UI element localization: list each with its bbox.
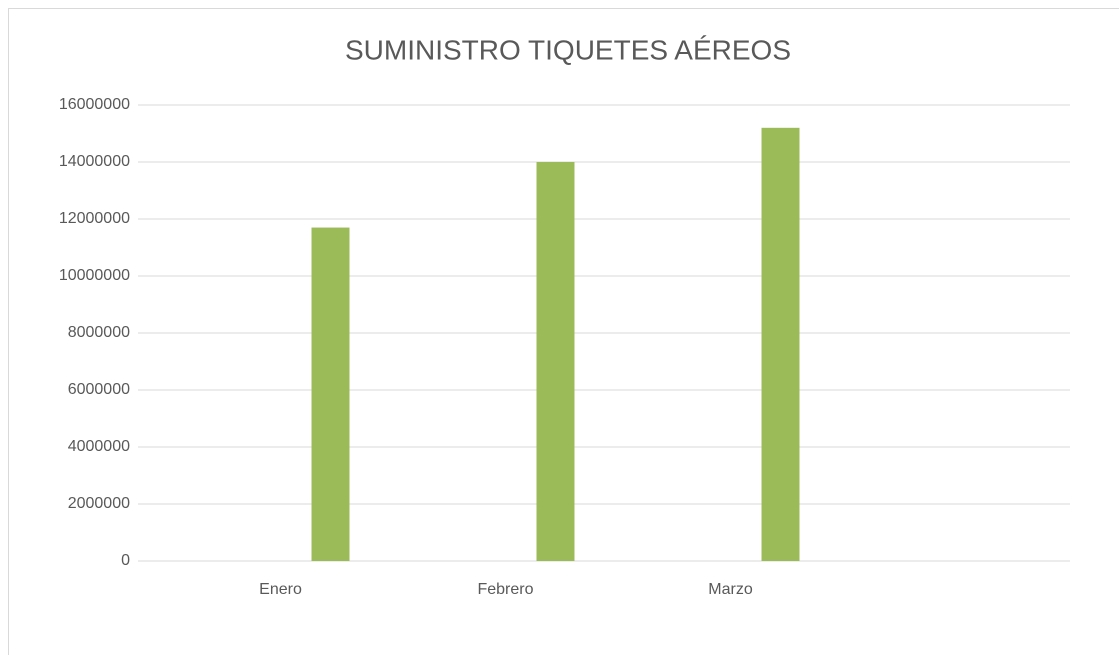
y-tick-label: 0 (121, 552, 130, 569)
y-tick-label: 8000000 (68, 324, 130, 341)
bar (311, 227, 350, 562)
bar (761, 127, 800, 562)
bar (536, 162, 575, 561)
chart-border (8, 8, 1119, 655)
y-tick-label: 10000000 (59, 267, 130, 284)
x-tick-label: Enero (259, 581, 302, 598)
y-tick-label: 6000000 (68, 381, 130, 398)
x-tick-label: Febrero (477, 581, 533, 598)
y-tick-label: 12000000 (59, 210, 130, 227)
chart-title: SUMINISTRO TIQUETES AÉREOS (345, 34, 791, 65)
y-tick-label: 16000000 (59, 96, 130, 113)
y-tick-label: 14000000 (59, 153, 130, 170)
x-tick-label: Marzo (708, 581, 753, 598)
y-tick-label: 4000000 (68, 438, 130, 455)
y-tick-label: 2000000 (68, 495, 130, 512)
